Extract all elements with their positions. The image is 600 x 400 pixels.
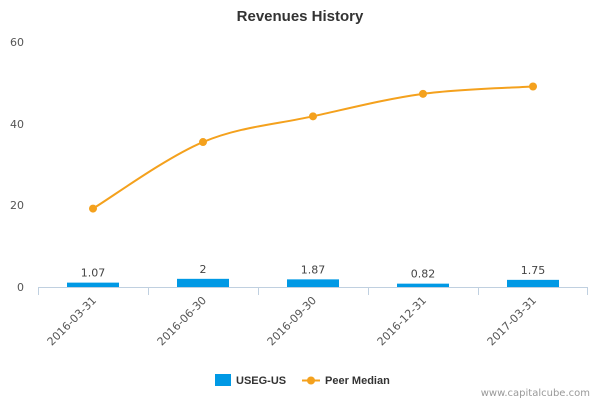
bar-label-2016-12-31: 0.82 <box>411 268 436 281</box>
bar-2017-03-31 <box>507 279 559 287</box>
legend-swatch-useg <box>215 374 231 386</box>
peer-median-line <box>89 82 537 213</box>
bar-2016-09-30 <box>287 279 339 287</box>
x-tick-2017-03-31: 2017-03-31 <box>485 294 539 348</box>
y-axis-ticks: 60 40 20 0 <box>10 36 24 294</box>
bar-2016-12-31 <box>397 283 449 287</box>
x-tick-2016-12-31: 2016-12-31 <box>375 294 429 348</box>
y-tick-0: 0 <box>17 281 24 294</box>
peer-median-line-path <box>92 85 534 210</box>
x-tick-2016-06-30: 2016-06-30 <box>155 294 209 348</box>
bar-2016-03-31 <box>67 282 119 287</box>
x-tick-2016-09-30: 2016-09-30 <box>265 294 319 348</box>
y-tick-60: 60 <box>10 36 24 49</box>
bars <box>67 278 559 287</box>
legend-label-useg: USEG-US <box>236 375 286 387</box>
bar-label-2016-03-31: 1.07 <box>81 267 106 280</box>
legend: USEG-US Peer Median <box>215 374 390 387</box>
legend-item-peer-median[interactable]: Peer Median <box>302 375 390 387</box>
peer-median-point-2017-03-31 <box>529 82 537 91</box>
bar-2016-06-30 <box>177 278 229 287</box>
peer-median-point-2016-06-30 <box>199 138 207 147</box>
bar-label-2017-03-31: 1.75 <box>521 264 546 277</box>
legend-item-useg[interactable]: USEG-US <box>215 374 286 387</box>
y-tick-20: 20 <box>10 199 24 212</box>
peer-median-point-2016-03-31 <box>89 204 97 213</box>
bar-labels: 1.07 2 1.87 0.82 1.75 <box>81 263 546 281</box>
x-axis-ticks: 2016-03-31 2016-06-30 2016-09-30 2016-12-31… <box>38 287 588 348</box>
legend-label-peer-median: Peer Median <box>325 375 390 387</box>
bar-label-2016-09-30: 1.87 <box>301 263 326 276</box>
peer-median-point-2016-12-31 <box>419 89 427 98</box>
y-tick-40: 40 <box>10 118 24 131</box>
x-tick-2016-03-31: 2016-03-31 <box>45 294 99 348</box>
credit-text: www.capitalcube.com <box>481 388 590 399</box>
bar-label-2016-06-30: 2 <box>200 263 207 276</box>
chart-title: Revenues History <box>237 8 364 25</box>
legend-marker-peer-median <box>307 376 315 385</box>
peer-median-point-2016-09-30 <box>309 112 317 121</box>
